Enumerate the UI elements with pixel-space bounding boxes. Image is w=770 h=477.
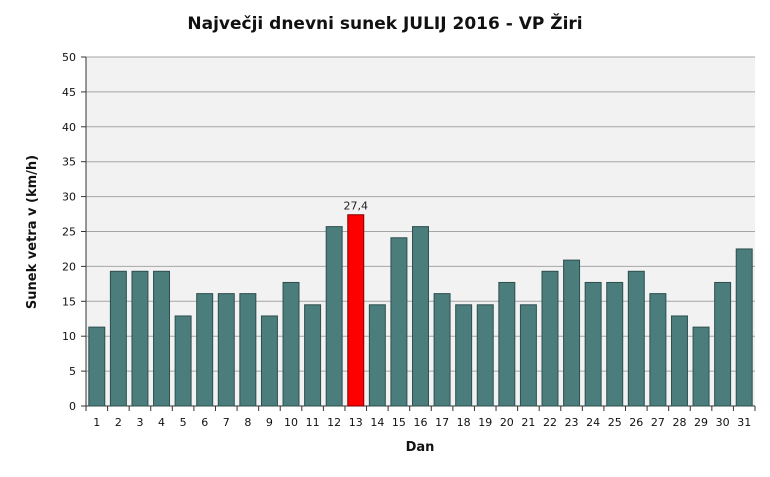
bar-day-25 xyxy=(606,281,624,407)
bar-day-17 xyxy=(433,293,451,407)
x-tick-label: 21 xyxy=(521,416,535,429)
x-tick-label: 11 xyxy=(306,416,320,429)
x-tick-label: 8 xyxy=(244,416,251,429)
y-tick-label: 10 xyxy=(62,330,76,343)
y-tick-label: 30 xyxy=(62,191,76,204)
y-tick-label: 15 xyxy=(62,295,76,308)
x-tick-label: 3 xyxy=(136,416,143,429)
x-tick-label: 23 xyxy=(565,416,579,429)
bar-day-12 xyxy=(325,226,343,407)
bar-day-18 xyxy=(455,304,473,407)
x-tick-label: 4 xyxy=(158,416,165,429)
bar-day-14 xyxy=(368,304,386,407)
bar-day-8 xyxy=(239,293,257,407)
bar-day-24 xyxy=(584,281,602,407)
bar-day-20 xyxy=(498,281,516,407)
data-label-max: 27,4 xyxy=(344,200,369,213)
y-axis-label: Sunek vetra v (km/h) xyxy=(25,155,40,309)
y-tick-label: 50 xyxy=(62,51,76,64)
y-tick-label: 5 xyxy=(69,365,76,378)
y-tick-label: 25 xyxy=(62,226,76,239)
bar-day-7 xyxy=(217,293,235,407)
x-tick-label: 30 xyxy=(716,416,730,429)
bar-day-1 xyxy=(88,326,106,407)
x-tick-label: 9 xyxy=(266,416,273,429)
bar-day-27 xyxy=(649,293,667,407)
bar-day-22 xyxy=(541,270,559,407)
x-tick-label: 13 xyxy=(349,416,363,429)
y-tick-label: 0 xyxy=(69,400,76,413)
bar-day-6 xyxy=(196,293,214,407)
bar-day-3 xyxy=(131,270,149,407)
bar-day-5 xyxy=(174,315,192,407)
bar-day-4 xyxy=(153,270,171,407)
x-tick-label: 6 xyxy=(201,416,208,429)
y-tick-label: 40 xyxy=(62,121,76,134)
bars xyxy=(88,214,753,407)
x-tick-label: 7 xyxy=(223,416,230,429)
bar-day-16 xyxy=(412,226,429,407)
x-tick-label: 28 xyxy=(672,416,686,429)
bar-day-31 xyxy=(735,248,753,407)
x-tick-label: 26 xyxy=(629,416,643,429)
x-tick-label: 1 xyxy=(93,416,100,429)
y-tick-label: 20 xyxy=(62,260,76,273)
x-tick-label: 5 xyxy=(180,416,187,429)
x-tick-label: 12 xyxy=(327,416,341,429)
y-tick-label: 45 xyxy=(62,86,76,99)
x-tick-label: 14 xyxy=(370,416,384,429)
bar-day-2 xyxy=(109,270,127,407)
x-axis-ticks: 1 2 3 4 5 6 7 8 9 10 11 12 13 14 15 16 17 18 19 20 21 22 23 24 2… xyxy=(85,406,756,429)
x-tick-label: 15 xyxy=(392,416,406,429)
bar-day-9 xyxy=(260,315,278,407)
bar-day-19 xyxy=(476,304,494,407)
bar-day-26 xyxy=(627,270,645,407)
bar-day-15 xyxy=(390,237,408,407)
bar-day-29 xyxy=(692,326,710,407)
x-tick-label: 17 xyxy=(435,416,449,429)
x-tick-label: 25 xyxy=(608,416,622,429)
x-tick-label: 10 xyxy=(284,416,298,429)
data-labels: 27,4 xyxy=(344,200,369,213)
x-axis-label: Dan xyxy=(406,440,435,455)
y-tick-label: 35 xyxy=(62,156,76,169)
bar-day-10 xyxy=(282,281,300,407)
bar-day-30 xyxy=(714,281,732,407)
x-tick-label: 20 xyxy=(500,416,514,429)
x-tick-label: 19 xyxy=(478,416,492,429)
x-tick-label: 31 xyxy=(737,416,751,429)
x-tick-label: 18 xyxy=(457,416,471,429)
x-tick-label: 22 xyxy=(543,416,557,429)
x-tick-label: 24 xyxy=(586,416,600,429)
bar-day-21 xyxy=(519,304,537,407)
bar-day-23 xyxy=(563,259,581,407)
chart-title: Največji dnevni sunek JULIJ 2016 - VP Ži… xyxy=(187,12,582,34)
x-tick-label: 16 xyxy=(414,416,428,429)
x-tick-label: 29 xyxy=(694,416,708,429)
x-tick-label: 2 xyxy=(115,416,122,429)
bar-day-28 xyxy=(670,315,688,407)
x-tick-label: 27 xyxy=(651,416,665,429)
bar-day-13 xyxy=(347,214,365,407)
bar-day-11 xyxy=(304,304,322,407)
